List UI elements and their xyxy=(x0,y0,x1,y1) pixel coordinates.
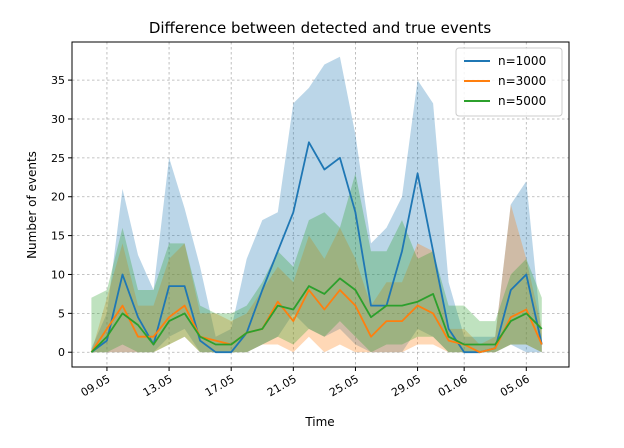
y-tick-label: 10 xyxy=(51,268,65,281)
line-n5000 xyxy=(90,277,543,353)
plot-frame xyxy=(71,41,570,368)
y-tick-label: 0 xyxy=(58,346,65,359)
chart-title: Difference between detected and true eve… xyxy=(149,19,491,37)
y-tick-label: 35 xyxy=(51,74,65,87)
legend-label: n=5000 xyxy=(498,94,546,108)
y-tick-label: 15 xyxy=(51,230,65,243)
x-axis-label: Time xyxy=(304,415,334,429)
legend: n=1000 n=3000 n=5000 xyxy=(455,47,563,117)
line-n3000 xyxy=(90,289,543,354)
y-tick-label: 20 xyxy=(51,191,65,204)
legend-label: n=1000 xyxy=(498,54,546,68)
y-axis-label: Number of events xyxy=(25,151,39,259)
grid xyxy=(72,42,569,367)
band-n5000 xyxy=(91,173,542,353)
y-tick-label: 25 xyxy=(51,152,65,165)
line-n1000 xyxy=(90,141,543,354)
confidence-bands xyxy=(91,56,542,353)
legend-box xyxy=(455,47,563,117)
y-axis-ticks: 0 5 10 15 20 25 30 35 xyxy=(51,74,72,359)
y-tick-label: 5 xyxy=(58,307,65,320)
y-tick-label: 30 xyxy=(51,113,65,126)
band-n3000 xyxy=(91,204,542,353)
series-lines xyxy=(90,141,543,354)
band-n1000 xyxy=(91,56,542,353)
legend-label: n=3000 xyxy=(498,74,546,88)
